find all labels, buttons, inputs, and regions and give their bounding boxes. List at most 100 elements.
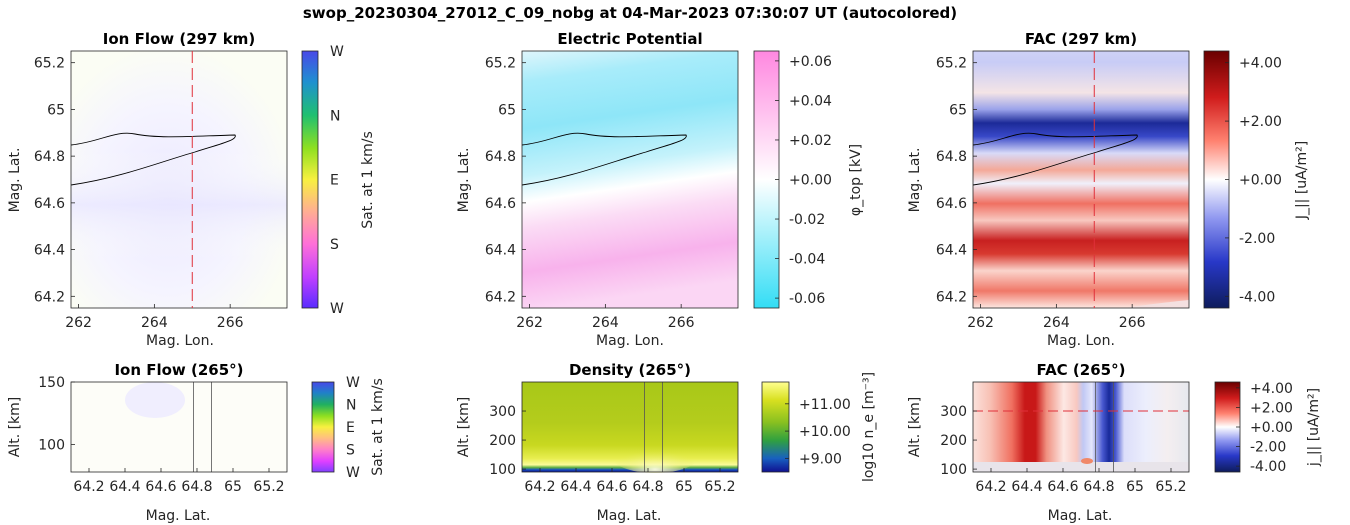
heatmap-band — [71, 150, 287, 260]
y-tick-label: 64.6 — [485, 196, 516, 212]
colorbar-tick-label: +4.00 — [1239, 56, 1282, 72]
y-axis-label: Alt. [km] — [456, 397, 472, 458]
x-ticks: 64.2 64.4 64.6 64.8 65 65.2 — [975, 468, 1187, 495]
colorbar-tick-label: N — [330, 108, 340, 124]
x-tick-label: 64.4 — [1011, 479, 1042, 495]
trace-outline — [522, 132, 687, 186]
panel-ionflow-top: Ion Flow (297 km) 262 264 266 64.2 64.4 64.6… — [7, 30, 376, 349]
y-axis-label: Mag. Lat. — [7, 148, 23, 213]
x-tick-label: 266 — [1119, 315, 1146, 331]
colorbar — [753, 50, 780, 309]
x-tick-label: 64.2 — [73, 479, 104, 495]
x-axis-label: Mag. Lat. — [597, 508, 662, 524]
panel-title: Density (265°) — [569, 361, 691, 379]
y-ticks: 64.2 64.4 64.6 64.8 65 65.2 — [34, 56, 75, 305]
x-tick-label: 64.8 — [1083, 479, 1114, 495]
x-ticks: 262 264 266 — [516, 304, 695, 331]
heatmap-field — [973, 51, 1189, 308]
x-tick-label: 65 — [224, 479, 242, 495]
x-tick-label: 264 — [1043, 315, 1070, 331]
x-tick-label: 64.6 — [145, 479, 176, 495]
colorbar-tick-label: +0.04 — [789, 93, 832, 109]
x-tick-label: 65 — [1126, 479, 1144, 495]
panel-title: FAC (297 km) — [1025, 30, 1137, 48]
y-axis-label: Mag. Lat. — [907, 148, 923, 213]
colorbar-tick-label: W — [346, 375, 360, 391]
y-tick-label: 64.2 — [936, 289, 967, 305]
figure-title: swop_20230304_27012_C_09_nobg at 04-Mar-… — [303, 4, 957, 22]
y-tick-label: 64.8 — [485, 149, 516, 165]
colorbar-tick-label: +4.00 — [1250, 381, 1293, 397]
colorbar — [761, 381, 790, 473]
x-tick-label: 65 — [675, 479, 693, 495]
x-tick-label: 64.8 — [181, 479, 212, 495]
y-tick-label: 200 — [940, 433, 967, 449]
y-tick-label: 64.8 — [34, 149, 65, 165]
plot-frame — [70, 381, 288, 473]
colorbar-tick-label: -4.00 — [1239, 289, 1275, 305]
y-tick-label: 64.4 — [485, 243, 516, 259]
y-ticks: 64.2 64.4 64.6 64.8 65 65.2 — [936, 56, 977, 305]
y-tick-label: 65.2 — [485, 56, 516, 72]
colorbar-ticks: +4.00 +2.00 +0.00 -2.00 -4.00 — [1225, 56, 1282, 305]
x-tick-label: 264 — [141, 315, 168, 331]
y-tick-label: 64.4 — [34, 243, 65, 259]
x-tick-label: 65.2 — [1155, 479, 1186, 495]
plot-frame — [521, 381, 739, 473]
colorbar-label: Sat. at 1 km/s — [370, 378, 386, 476]
colorbar — [301, 50, 319, 309]
plot-frame — [521, 50, 739, 309]
colorbar-ticks: +11.00 +10.00 +9.00 — [785, 397, 851, 467]
x-tick-label: 262 — [65, 315, 92, 331]
colorbar — [1214, 381, 1241, 473]
x-tick-label: 262 — [967, 315, 994, 331]
x-axis-label: Mag. Lon. — [1047, 333, 1115, 349]
plot-frame — [70, 50, 288, 309]
colorbar-tick-label: -2.00 — [1239, 231, 1275, 247]
heatmap-field — [522, 51, 738, 308]
y-tick-label: 65 — [949, 102, 967, 118]
colorbar-tick-label: +0.02 — [789, 133, 832, 149]
colorbar-tick-label: +11.00 — [799, 397, 851, 413]
y-tick-label: 64.2 — [34, 289, 65, 305]
panel-title: Ion Flow (297 km) — [103, 30, 255, 48]
x-ticks: 64.2 64.4 64.6 64.8 65 65.2 — [524, 468, 736, 495]
y-tick-label: 64.6 — [34, 196, 65, 212]
panel-title: Electric Potential — [557, 30, 702, 48]
x-tick-label: 262 — [516, 315, 543, 331]
y-tick-label: 200 — [489, 433, 516, 449]
colorbar-tick-label: +10.00 — [799, 424, 851, 440]
cut-lines — [644, 382, 663, 472]
colorbar-tick-label: W — [346, 465, 360, 481]
colorbar — [1203, 50, 1230, 309]
x-tick-label: 266 — [668, 315, 695, 331]
heatmap-floor — [973, 462, 1189, 472]
x-tick-label: 264 — [592, 315, 619, 331]
y-tick-label: 100 — [940, 462, 967, 478]
colorbar-tick-label: +0.06 — [789, 54, 832, 70]
plot-frame — [972, 381, 1190, 473]
y-tick-label: 65.2 — [936, 56, 967, 72]
colorbar-tick-label: -4.00 — [1250, 459, 1286, 475]
x-tick-label: 65.2 — [704, 479, 735, 495]
x-tick-label: 266 — [217, 315, 244, 331]
cut-lines — [192, 382, 212, 472]
heatmap-spot — [610, 437, 700, 473]
colorbar-tick-label: +0.00 — [1239, 173, 1282, 189]
x-axis-label: Mag. Lon. — [146, 333, 214, 349]
panel-title: FAC (265°) — [1037, 361, 1126, 379]
y-tick-label: 64.8 — [936, 149, 967, 165]
colorbar-ticks: +4.00 +2.00 +0.00 -2.00 -4.00 — [1236, 381, 1293, 475]
colorbar-tick-label: +0.00 — [1250, 420, 1293, 436]
colorbar-tick-label: -0.02 — [789, 212, 825, 228]
x-tick-label: 64.6 — [596, 479, 627, 495]
plot-frame — [972, 50, 1190, 309]
colorbar-tick-label: +2.00 — [1250, 400, 1293, 416]
x-ticks: 262 264 266 — [967, 304, 1146, 331]
colorbar-ticks: +0.06 +0.04 +0.02 +0.00 -0.02 -0.04 -0.06 — [775, 54, 832, 307]
y-tick-label: 65 — [47, 102, 65, 118]
y-tick-label: 64.6 — [936, 196, 967, 212]
x-ticks: 64.2 64.4 64.6 64.8 65 65.2 — [73, 468, 285, 495]
colorbar-tick-label: E — [346, 420, 355, 436]
